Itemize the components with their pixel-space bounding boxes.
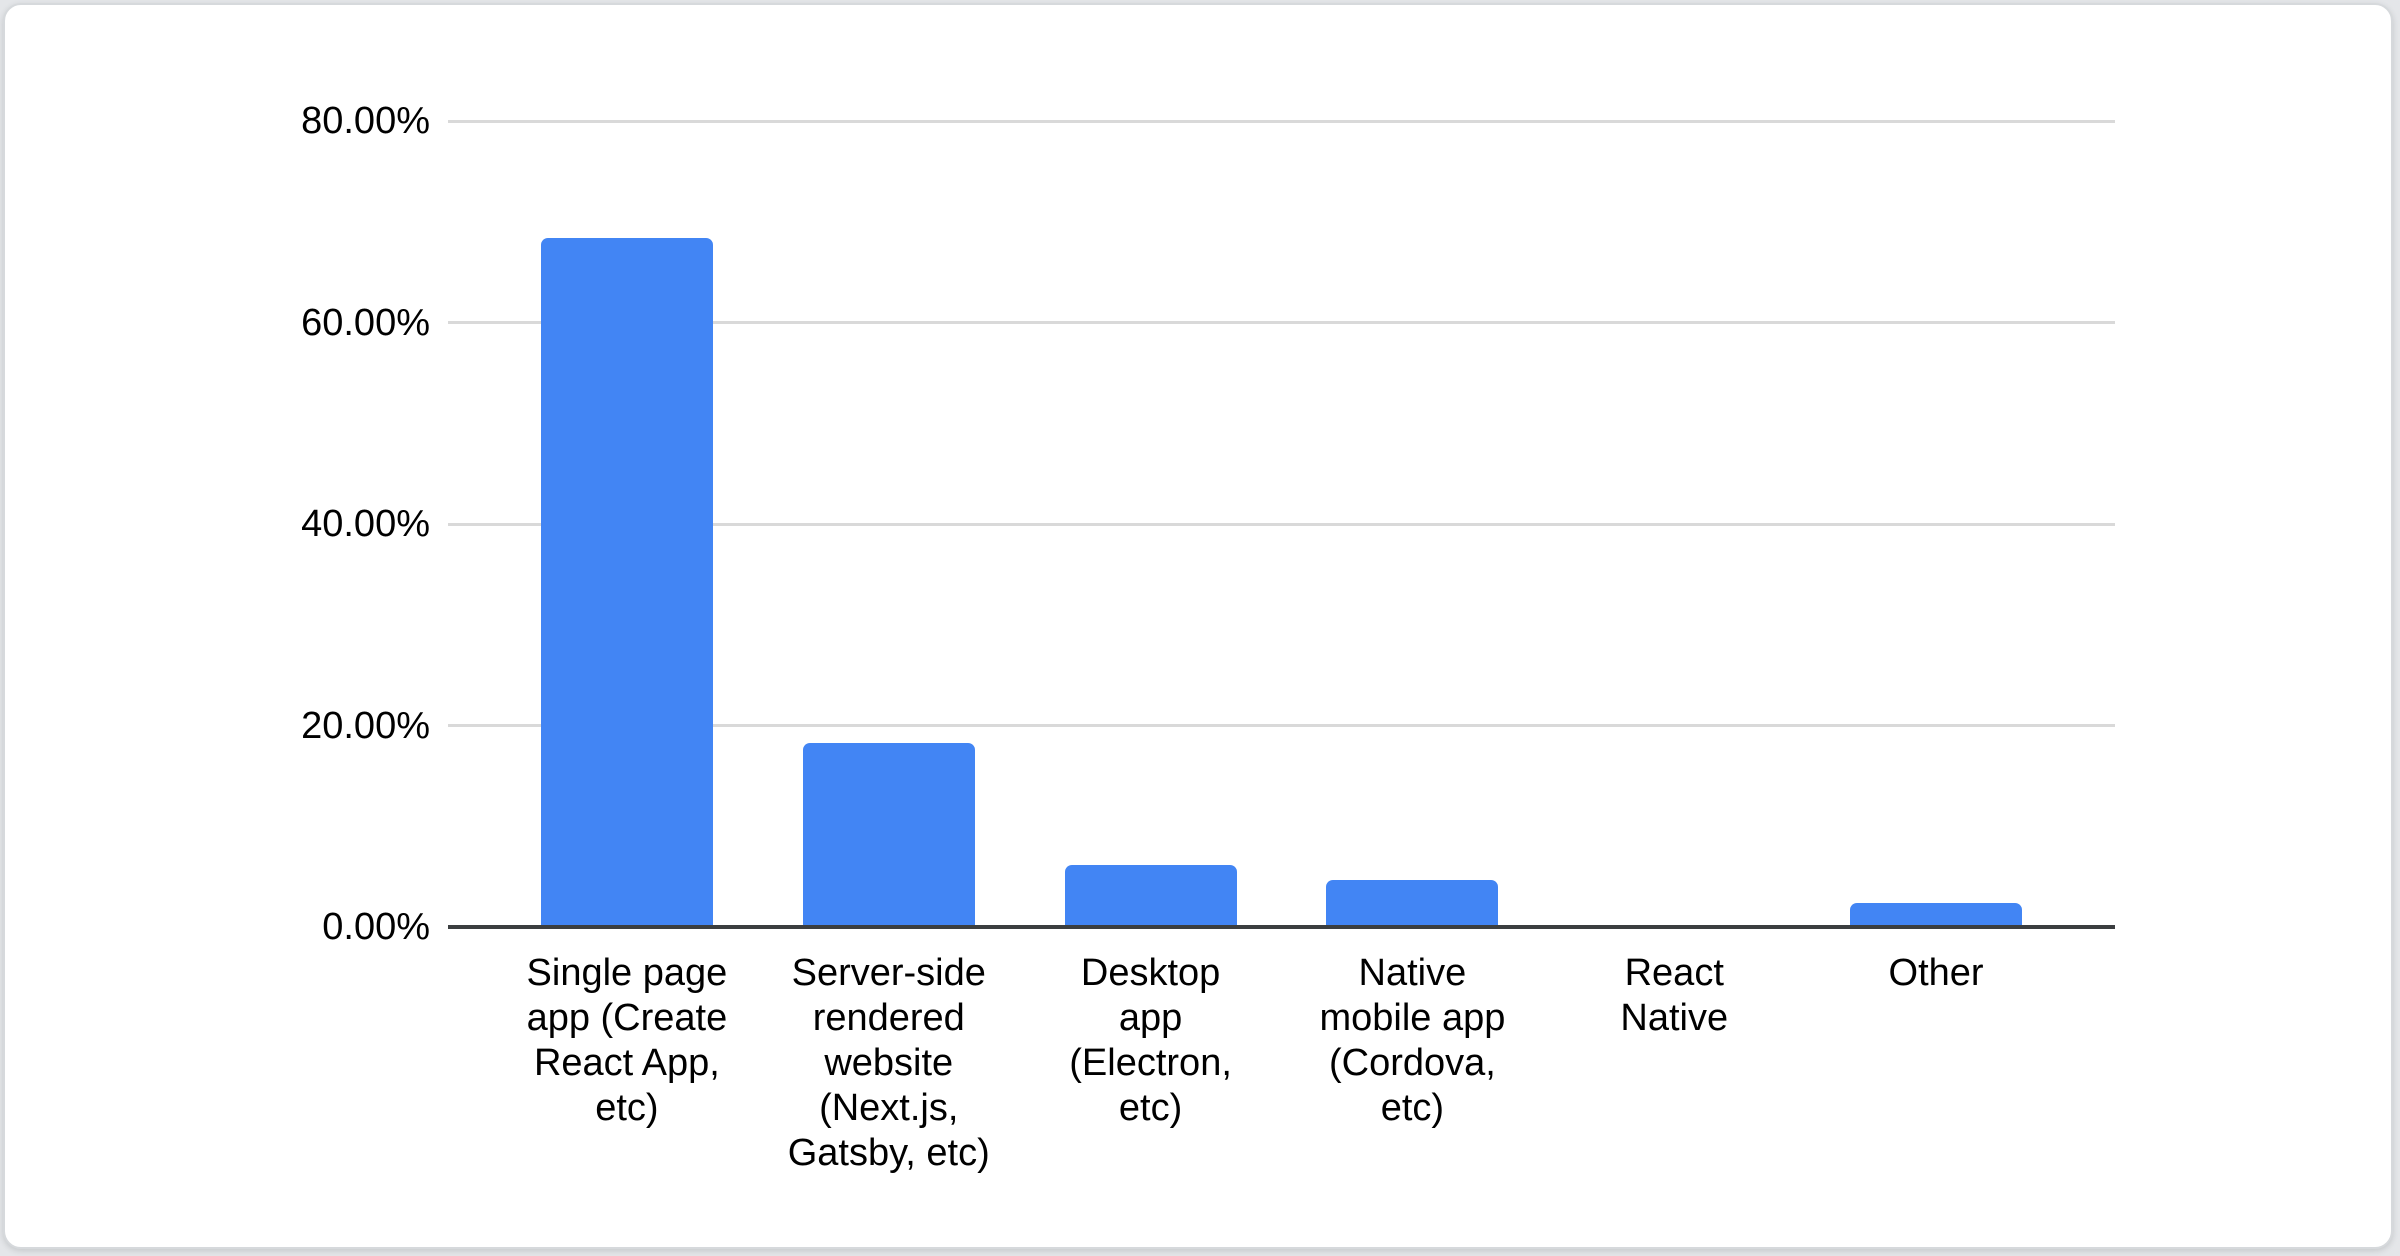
x-axis-label: React Native bbox=[1620, 952, 1729, 1039]
gridline-40.00% bbox=[448, 522, 2115, 526]
bar-single-page-app-create-react-app-etc[interactable] bbox=[540, 237, 713, 927]
y-axis: 0.00% 20.00% 40.00% 60.00% 80.00% bbox=[5, 102, 430, 946]
y-axis-tick-label: 0.00% bbox=[322, 906, 430, 948]
y-axis-tick-label: 80.00% bbox=[301, 100, 430, 142]
bar-other[interactable] bbox=[1850, 902, 2023, 927]
bar-chart-plot-area bbox=[448, 119, 2115, 929]
x-axis-label: Server-side rendered website (Next.js, G… bbox=[787, 952, 990, 1174]
x-axis-label: Desktop app (Electron, etc) bbox=[1069, 952, 1232, 1129]
chart-card: 0.00% 20.00% 40.00% 60.00% 80.00% Single pag… bbox=[3, 3, 2393, 1249]
x-axis-label: Other bbox=[1888, 952, 1984, 994]
x-axis-line bbox=[448, 925, 2115, 929]
gridline-80.00% bbox=[448, 119, 2115, 123]
bar-server-side-rendered-website-next-js-gatsby-etc[interactable] bbox=[802, 742, 975, 927]
y-axis-tick-label: 40.00% bbox=[301, 503, 430, 545]
bar-native-mobile-app-cordova-etc[interactable] bbox=[1326, 879, 1499, 927]
x-axis-label: Single page app (Create React App, etc) bbox=[526, 952, 728, 1129]
gridline-60.00% bbox=[448, 321, 2115, 324]
x-axis-label: Native mobile app (Cordova, etc) bbox=[1319, 952, 1506, 1129]
y-axis-tick-label: 20.00% bbox=[301, 704, 430, 747]
gridline-20.00% bbox=[448, 724, 2115, 727]
x-axis: Single page app (Create React App, etc) S… bbox=[448, 951, 2115, 1231]
bar-desktop-app-electron-etc[interactable] bbox=[1064, 864, 1237, 927]
y-axis-tick-label: 60.00% bbox=[301, 301, 430, 344]
